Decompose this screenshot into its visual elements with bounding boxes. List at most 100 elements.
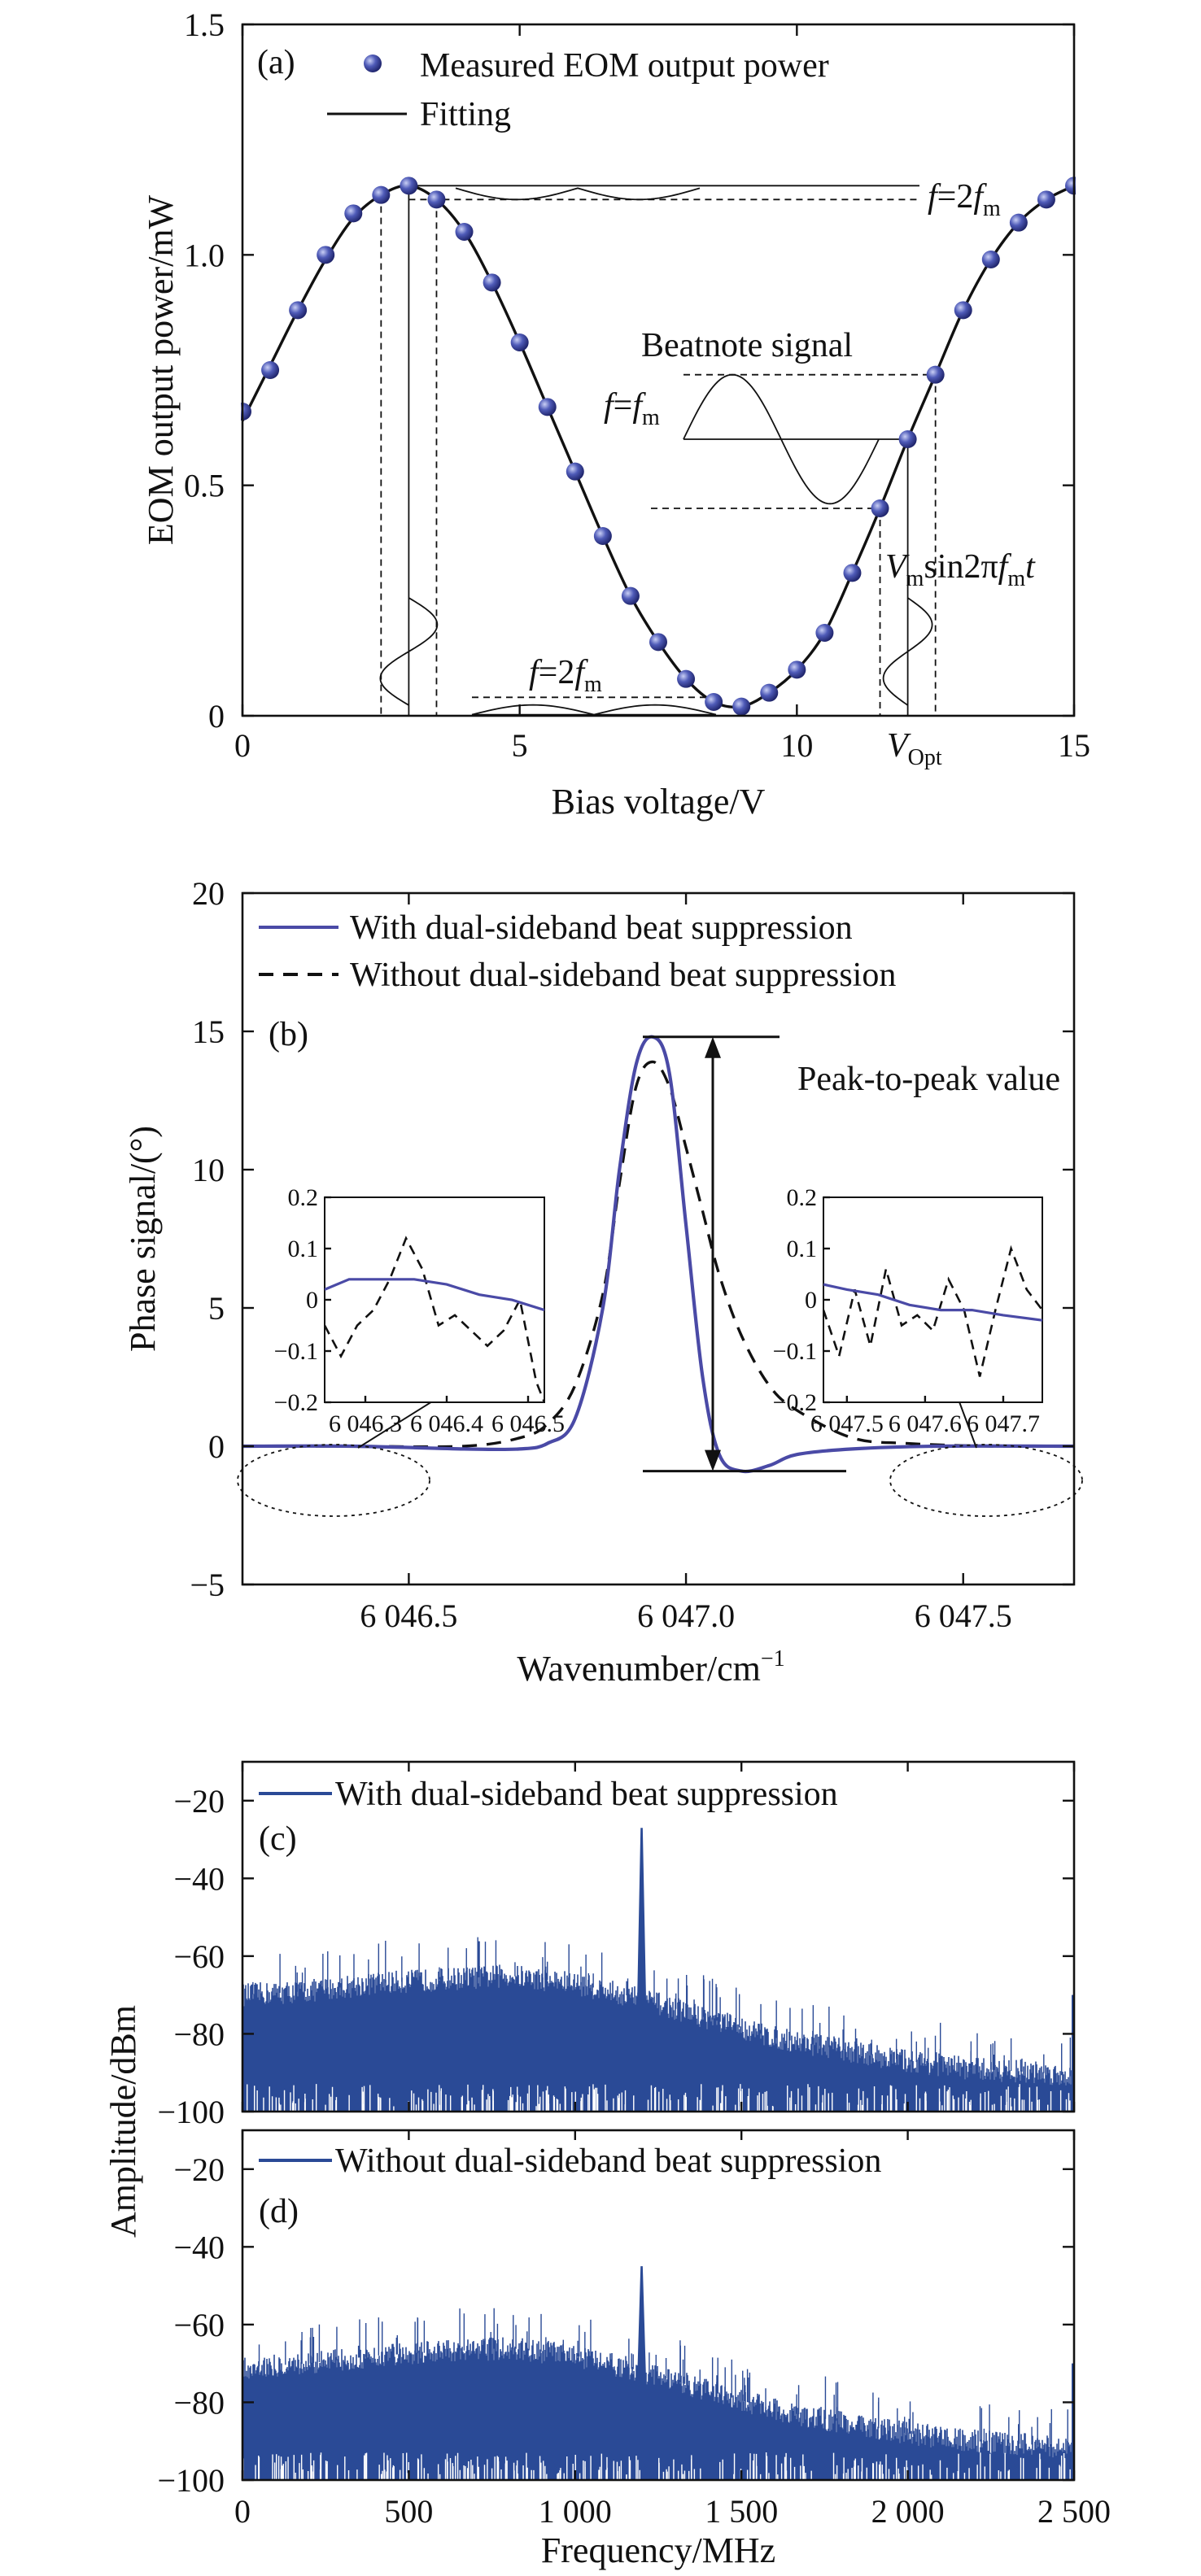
right-inset-xtick-label: 6 047.5 (810, 1410, 884, 1437)
panel-b-legend-without: Without dual-sideband beat suppression (350, 957, 896, 994)
panels-cd-ylabel: Amplitude/dBm (103, 2005, 143, 2238)
panel-c-frame (241, 1760, 1076, 2113)
panel-b-peak-arrow-head-down (705, 1449, 721, 1471)
panel-c-ytick-label: −100 (157, 2094, 225, 2130)
right-inset-frame (823, 1196, 1043, 1403)
panel-d-xtick-label: 1 000 (539, 2493, 612, 2530)
panel-c-noise-dips (242, 2084, 1071, 2112)
panel-c-beat-peak (636, 1828, 647, 2034)
right-inset-ytick-label: 0.2 (787, 1184, 818, 1211)
left-inset-ytick-label: −0.1 (274, 1338, 318, 1365)
panel-a-measured-point (593, 527, 612, 545)
panel-b-without-line (242, 1060, 1075, 1449)
panel-a-measured-point (289, 301, 308, 320)
panel-a-legend-fitting: Fitting (420, 96, 511, 133)
panel-a-measured-point (317, 246, 335, 264)
panel-b-xtick-label: 6 046.5 (360, 1597, 457, 1634)
panel-a-ylabel: EOM output power/mW (141, 194, 181, 545)
panel-d-xtick-label: 1 500 (705, 2493, 778, 2530)
right-inset-without-line (823, 1244, 1042, 1377)
panel-d-legend: Without dual-sideband beat suppression (335, 2142, 881, 2180)
panel-d-xlabel: Frequency/MHz (541, 2530, 775, 2570)
panel-d-xtick-label: 2 000 (871, 2493, 945, 2530)
panel-a-measured-point (954, 301, 972, 320)
panel-d-ytick-label: −100 (157, 2462, 225, 2499)
panel-b-peak-to-peak-label: Peak-to-peak value (797, 1061, 1060, 1098)
left-inset-xtick-label: 6 046.3 (329, 1410, 402, 1437)
panel-a-legend-marker (364, 54, 382, 72)
panel-a-measured-point (455, 223, 474, 241)
panel-a-measured-point (400, 177, 418, 195)
panel-d-ytick-label: −60 (173, 2307, 225, 2343)
panel-a-vm-sin-label: Vmsin2πfmt (885, 548, 1036, 591)
panel-b-frame (241, 891, 1076, 1586)
panel-a-bottom-wave (471, 704, 717, 716)
panel-d-noise-dips (242, 2452, 1071, 2480)
panel-a-xtick-label: 0 (234, 727, 251, 764)
panel-a-measured-point (344, 204, 363, 223)
panel-a-peak-input-wave (379, 597, 439, 706)
panel-a-measured-point (649, 633, 667, 652)
panel-a-measured-point (815, 624, 834, 642)
panel-a-xlabel: Bias voltage/V (552, 782, 766, 822)
panel-d-noise-spikes (258, 2308, 1074, 2449)
panel-a-beat-wave (683, 373, 880, 505)
panel-a-measured-point (261, 361, 280, 379)
panel-a: 0 5 10 15 0 0.5 1.0 1.5 (a) Measured EOM output… (141, 7, 1090, 822)
panel-b-right-ellipse (889, 1444, 1083, 1517)
left-inset-with-line (325, 1278, 544, 1312)
panel-d-xtick-label: 0 (234, 2493, 251, 2530)
panel-a-measured-point (677, 669, 696, 688)
panel-b-ytick-label: 20 (192, 875, 225, 912)
panel-b-xtick-label: 6 047.0 (637, 1597, 735, 1634)
panel-b-xtick-label: 6 047.5 (915, 1597, 1012, 1634)
panel-a-xtick-label: 5 (512, 727, 528, 764)
panel-b-xlabel: Wavenumber/cm−1 (517, 1646, 784, 1689)
panel-b-ytick-label: 0 (208, 1428, 225, 1465)
panel-a-top-wave (455, 187, 701, 201)
panel-a-legend-measured: Measured EOM output power (420, 47, 829, 85)
panel-d-frame (241, 2129, 1076, 2482)
panel-a-measured-point (843, 564, 862, 582)
panel-a-xtick-label: 15 (1058, 727, 1090, 764)
panel-d-beat-peak (636, 2266, 647, 2403)
panel-a-measured-point (871, 499, 889, 517)
panel-c-noise-spikes (252, 1937, 1074, 2077)
left-inset-without-line (325, 1236, 544, 1402)
panel-b-peak-arrow-head-up (705, 1036, 721, 1058)
right-inset-ytick-label: −0.1 (773, 1338, 817, 1365)
panel-a-f1-label: f=fm (604, 387, 660, 430)
panel-a-measured-point (705, 693, 723, 711)
panel-a-measured-point (483, 273, 501, 292)
panel-a-ytick-label: 0 (208, 698, 225, 734)
right-inset-ytick-label: 0.1 (787, 1236, 818, 1262)
panel-a-measured-point (898, 430, 917, 448)
panel-a-measured-point (510, 333, 529, 351)
panel-a-measured-point (926, 365, 945, 384)
left-inset-ytick-label: 0.1 (288, 1236, 319, 1262)
panel-a-f2-bottom-label: f=2fm (529, 654, 602, 697)
panel-a-ytick-label: 1.0 (184, 237, 225, 273)
panel-a-beatnote-label: Beatnote signal (641, 327, 853, 364)
panel-d-ytick-label: −20 (173, 2151, 225, 2188)
panel-a-frame (241, 23, 1076, 717)
panel-a-xtick-label: 10 (780, 727, 813, 764)
panel-b-ytick-label: 10 (192, 1152, 225, 1188)
panel-c-ytick-label: −60 (173, 1938, 225, 1975)
panel-b-ylabel: Phase signal/(°) (123, 1126, 163, 1352)
panel-c-ytick-label: −40 (173, 1860, 225, 1897)
panel-b: 6 046.5 6 047.0 6 047.5 −5 0 5 10 15 20 With dua… (123, 875, 1083, 1689)
panel-a-measured-point (372, 185, 391, 204)
panel-d-xtick-label: 500 (384, 2493, 433, 2530)
panel-a-measured-point (981, 251, 1000, 268)
panel-b-legend-with: With dual-sideband beat suppression (350, 909, 853, 947)
panel-d-ytick-label: −80 (173, 2384, 225, 2421)
panel-a-f2-top-label: f=2fm (928, 178, 1001, 221)
panel-d-xtick-label: 2 500 (1037, 2493, 1111, 2530)
left-inset-ytick-label: 0 (306, 1287, 318, 1314)
panel-c: −20 −40 −60 −80 −100 With dual-sideband beat… (157, 1760, 1076, 2130)
panel-b-label: (b) (269, 1016, 308, 1053)
panel-a-vopt-label: VOpt (887, 727, 942, 770)
